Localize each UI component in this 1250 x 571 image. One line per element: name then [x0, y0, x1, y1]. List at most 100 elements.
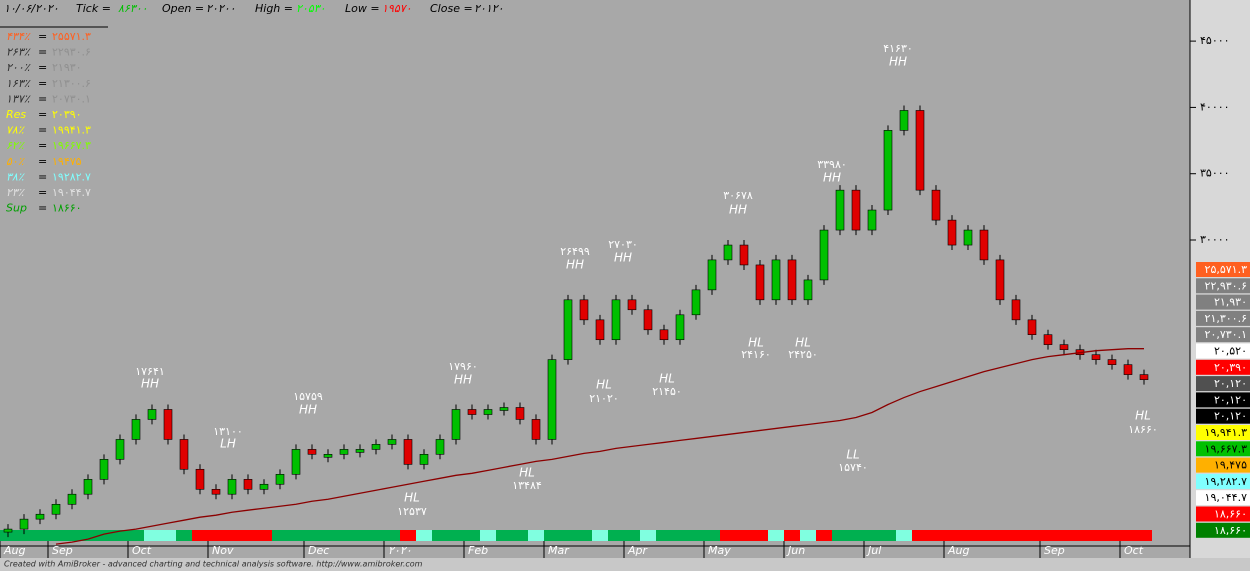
- candle: [1027, 319, 1037, 335]
- candle: [19, 518, 29, 530]
- candle: [419, 453, 429, 465]
- signal-strip: [1136, 530, 1152, 541]
- level-value: ۲۵۵۷۱.۳: [52, 30, 91, 43]
- price-box: [1196, 490, 1250, 506]
- x-tick-label: Mar: [548, 544, 570, 557]
- level-name: ۳۸٪: [6, 170, 25, 183]
- candle: [307, 449, 317, 455]
- candle: [803, 279, 813, 301]
- candle: [851, 189, 861, 231]
- candle: [835, 189, 845, 231]
- signal-strip: [208, 530, 224, 541]
- pivot-tag: HH: [823, 171, 841, 185]
- candle: [275, 474, 285, 485]
- price-box-label: ۲۰,۷۳۰.۱: [1205, 328, 1247, 341]
- candle: [755, 264, 765, 301]
- signal-strip: [432, 530, 448, 541]
- pivot-tag: HL: [596, 378, 612, 392]
- signal-strip: [672, 530, 688, 541]
- level-name: Sup: [6, 202, 27, 215]
- candle: [947, 219, 957, 246]
- level-eq: =: [38, 186, 47, 199]
- header-tick-label: Tick =: [76, 2, 111, 15]
- level-value: ۲۱۳۰۰.۶: [52, 77, 91, 90]
- signal-strip: [128, 530, 144, 541]
- candle: [83, 479, 93, 495]
- candle: [35, 513, 45, 520]
- pivot-tag: HH: [566, 258, 584, 272]
- signal-strip: [240, 530, 256, 541]
- signal-strip: [624, 530, 640, 541]
- header-open-label: Open =: [162, 2, 204, 15]
- price-box-label: ۱۹,۹۴۱.۳: [1205, 426, 1248, 439]
- signal-strip: [1120, 530, 1136, 541]
- signal-strip: [336, 530, 352, 541]
- pivot-value: ۳۰۶۷۸: [723, 189, 753, 202]
- signal-strip: [1024, 530, 1040, 541]
- candle: [131, 419, 141, 440]
- candle: [195, 468, 205, 490]
- candle: [467, 409, 477, 415]
- price-box: [1196, 327, 1250, 343]
- level-value: ۱۸۶۶۰: [52, 202, 82, 215]
- header-low: ۱۹۵۷۰: [382, 2, 412, 15]
- pivot-tag: HH: [299, 403, 317, 417]
- price-box-label: ۲۲,۹۳۰.۶: [1205, 279, 1247, 292]
- signal-strip: [832, 530, 848, 541]
- x-tick-label: Aug: [947, 544, 969, 557]
- price-box-label: ۱۹,۴۷۵: [1214, 459, 1247, 472]
- price-box: [1196, 310, 1250, 326]
- level-eq: =: [38, 77, 47, 90]
- candle: [291, 449, 301, 475]
- signal-strip: [576, 530, 592, 541]
- candle: [371, 444, 381, 450]
- pivot-tag: HH: [729, 203, 747, 217]
- pivot-tag: LH: [220, 437, 236, 451]
- signal-strip: [32, 530, 48, 541]
- candle: [163, 409, 173, 440]
- candle: [147, 409, 157, 420]
- level-value: ۲۰۳۹۰: [52, 108, 82, 121]
- pivot-value: ۱۵۷۵۹: [293, 390, 323, 403]
- candle: [3, 528, 13, 533]
- signal-strip: [656, 530, 672, 541]
- signal-strip: [912, 530, 928, 541]
- level-eq: =: [38, 108, 47, 121]
- pivot-value: ۱۳۴۸۴: [512, 479, 542, 492]
- signal-strip: [592, 530, 608, 541]
- level-name: ۷۸٪: [6, 124, 25, 137]
- level-name: ۲۶۳٪: [6, 46, 31, 59]
- price-box-label: ۲۰,۱۲۰: [1214, 393, 1247, 406]
- signal-strip: [272, 530, 288, 541]
- header-high-label: High =: [255, 2, 293, 15]
- header-open: ۲۰۲۰۰: [206, 2, 236, 15]
- price-box-label: ۲۰,۳۹۰: [1214, 361, 1247, 374]
- pivot-tag: LL: [846, 448, 859, 462]
- signal-strip: [560, 530, 576, 541]
- candle: [1059, 344, 1069, 350]
- candle: [707, 259, 717, 291]
- price-box: [1196, 441, 1250, 457]
- x-tick-label: Apr: [627, 544, 649, 557]
- x-tick-label: Dec: [308, 544, 329, 557]
- candle: [995, 259, 1005, 301]
- signal-strip: [400, 530, 416, 541]
- signal-strip: [1040, 530, 1056, 541]
- signal-strip: [928, 530, 944, 541]
- signal-strip: [848, 530, 864, 541]
- signal-strip: [80, 530, 96, 541]
- candle: [899, 110, 909, 131]
- signal-strip: [1056, 530, 1072, 541]
- candle: [611, 299, 621, 341]
- price-box: [1196, 376, 1250, 392]
- pivot-tag: HH: [454, 373, 472, 387]
- signal-strip: [800, 530, 816, 541]
- candle: [771, 259, 781, 301]
- pivot-value: ۲۷۰۳۰: [608, 238, 638, 251]
- pivot-value: ۲۶۴۹۹: [560, 245, 590, 258]
- candle: [915, 110, 925, 191]
- candle: [51, 503, 61, 515]
- signal-strip: [1008, 530, 1024, 541]
- candle: [435, 439, 445, 455]
